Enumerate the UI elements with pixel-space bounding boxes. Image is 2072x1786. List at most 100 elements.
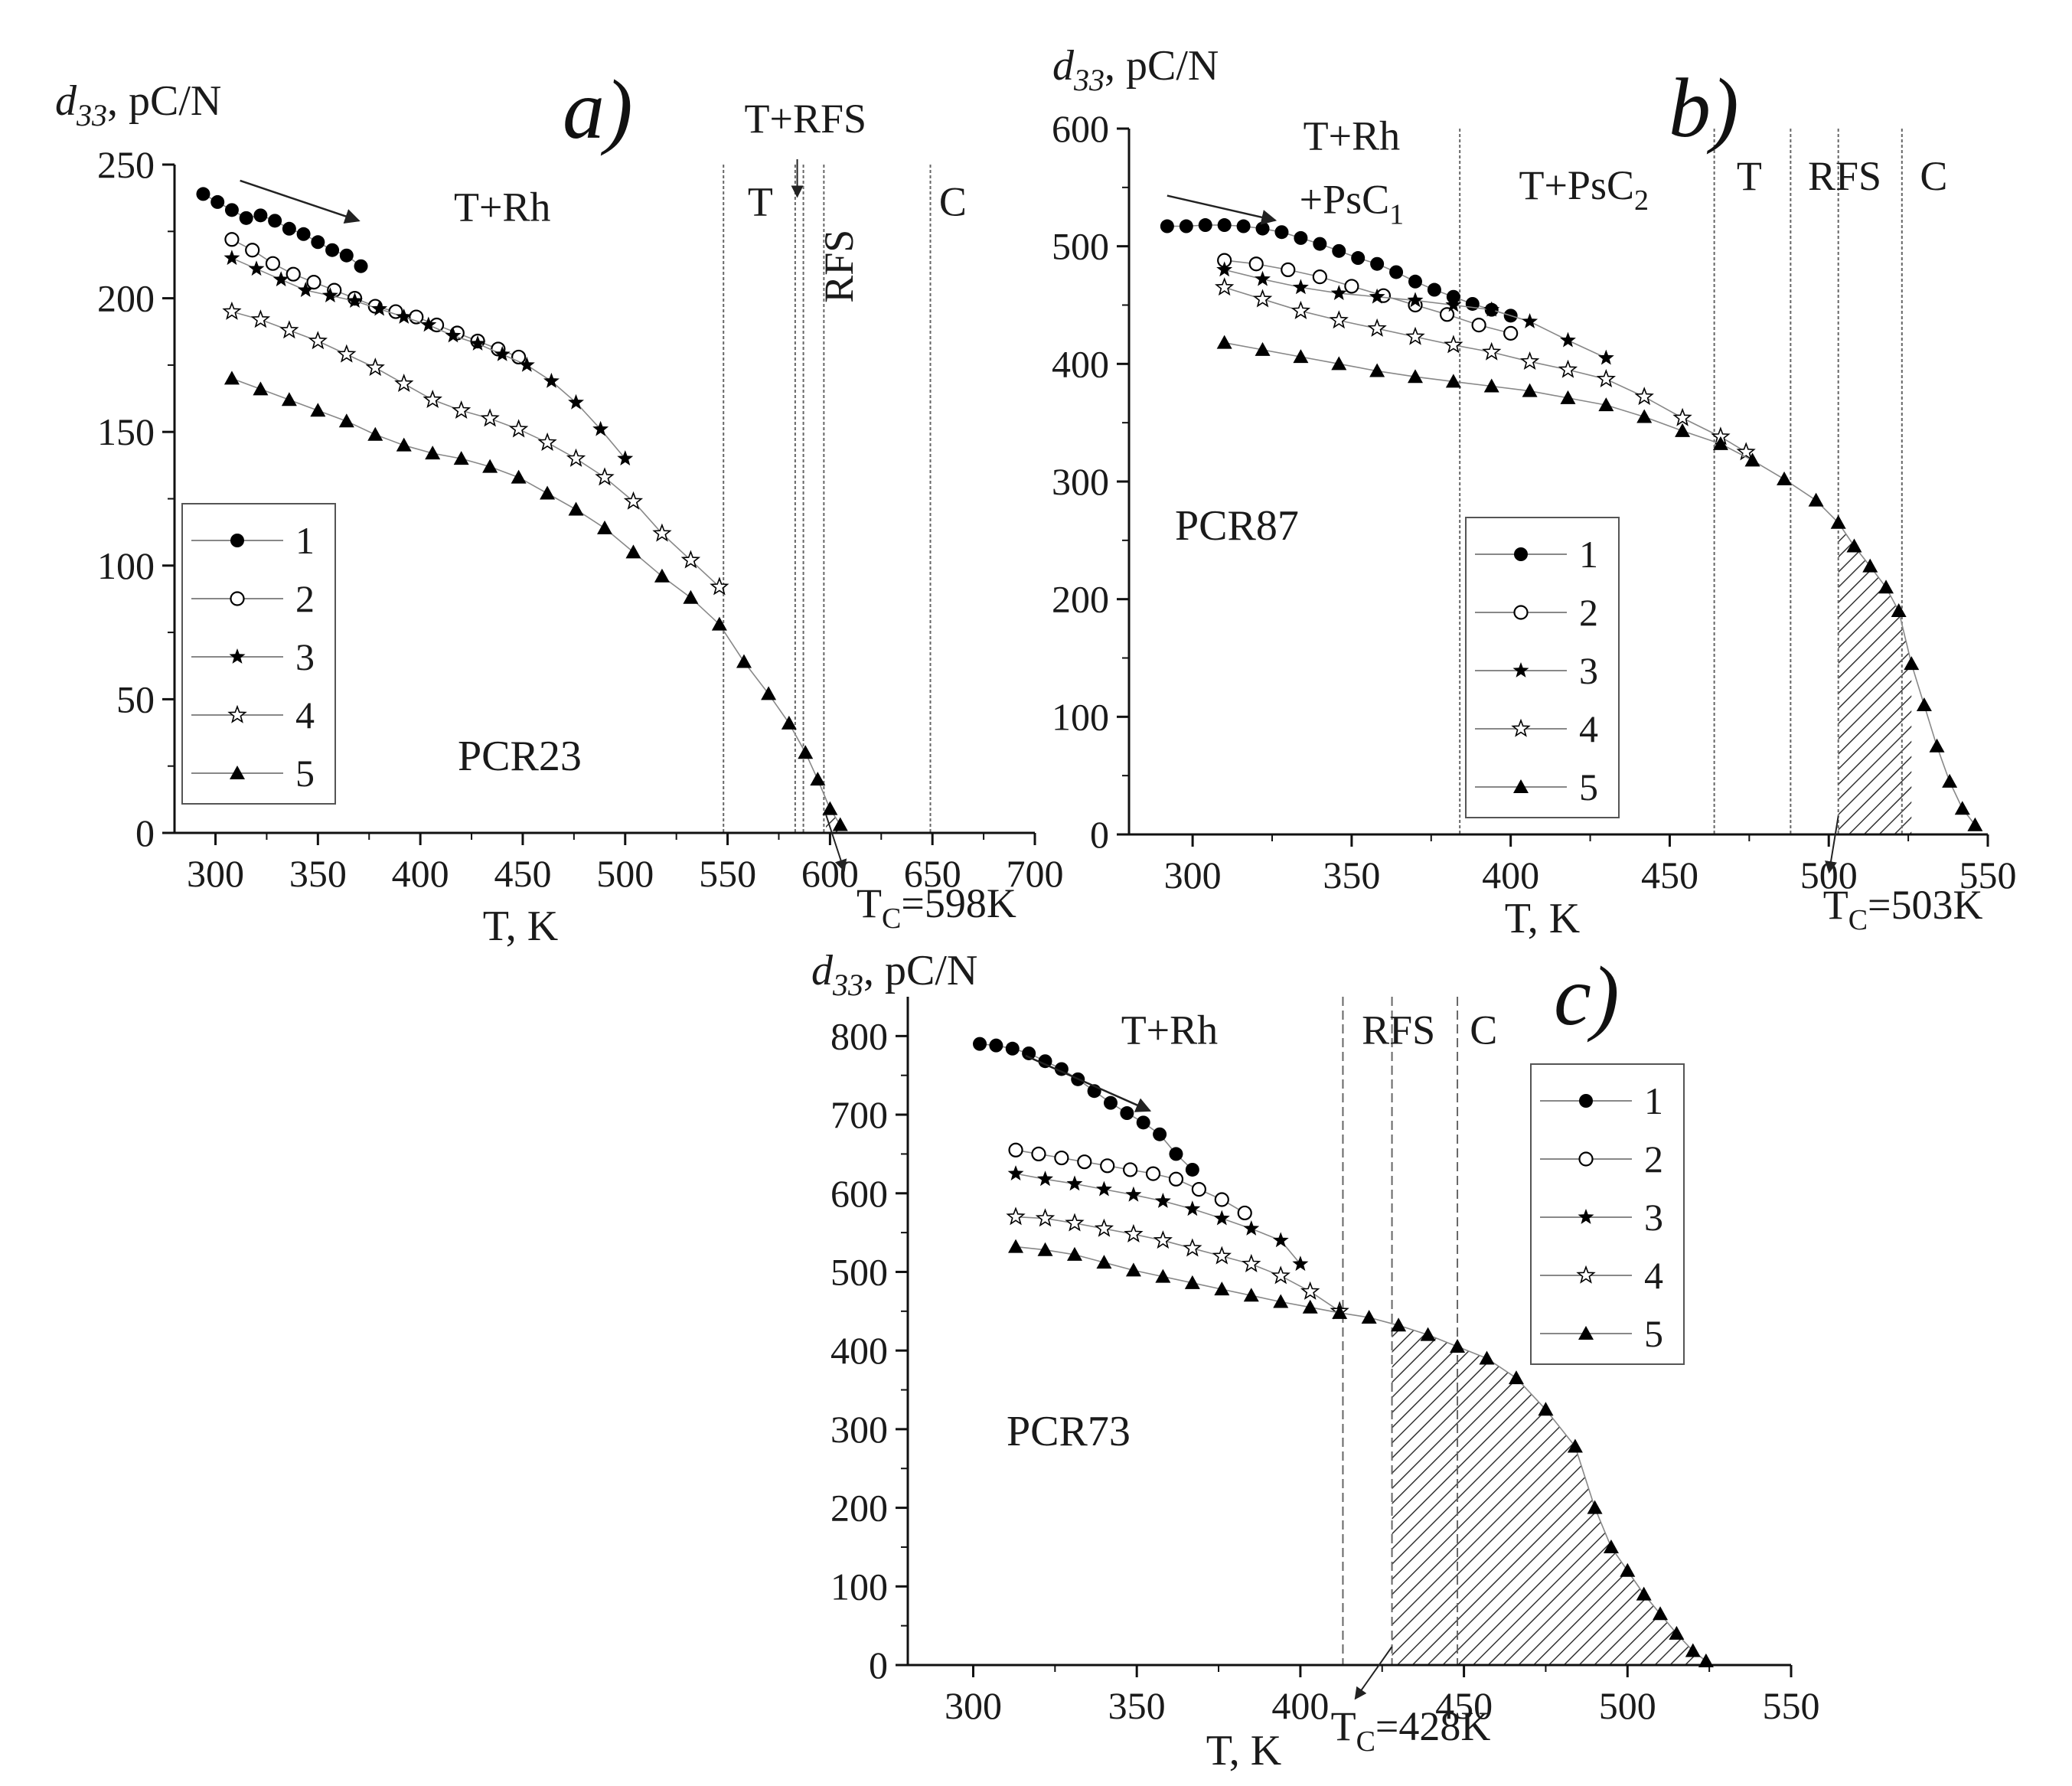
data-point (781, 715, 797, 730)
data-point (652, 523, 672, 542)
data-point (710, 576, 729, 596)
legend-marker (1576, 1265, 1596, 1284)
series-5 (224, 371, 848, 831)
legend-label: 3 (1644, 1196, 1663, 1239)
data-point (597, 520, 612, 534)
series-line (1015, 1173, 1301, 1265)
data-point (761, 686, 777, 700)
data-point (568, 501, 584, 516)
data-point (736, 654, 752, 668)
data-point (832, 817, 848, 831)
data-point (1096, 1255, 1112, 1269)
sample-label-b: PCR87 (1175, 502, 1299, 550)
data-point (1620, 1562, 1636, 1577)
data-point (250, 309, 271, 328)
chart-panel-a: 300 350 400 450 500 550 600 650 700 0 50 100 150 200 2… (55, 63, 1064, 950)
data-point (1302, 1299, 1318, 1314)
data-point (1560, 390, 1576, 404)
legend-c: 1 2 3 4 5 (1530, 1063, 1685, 1365)
x-tick-label: 350 (1323, 854, 1380, 896)
y-tick-label: 400 (1052, 342, 1109, 385)
legend-entry-4: 4 (1540, 1254, 1663, 1297)
data-point (1191, 1182, 1206, 1197)
data-point (1103, 1095, 1118, 1110)
data-point (1066, 1246, 1082, 1261)
data-point (1522, 313, 1539, 328)
data-point (1370, 256, 1385, 271)
data-point (1022, 1046, 1036, 1060)
x-tick-label: 300 (945, 1684, 1002, 1727)
data-point (224, 250, 240, 266)
data-point (1672, 407, 1692, 426)
data-point (1100, 1158, 1115, 1174)
series-2 (1008, 1142, 1252, 1221)
data-point (1634, 387, 1654, 406)
legend-label: 1 (1644, 1079, 1663, 1122)
data-point (1120, 1106, 1134, 1121)
data-point (1214, 1192, 1229, 1207)
data-point (1198, 218, 1212, 233)
y-axis-label-c: d33, pC/N (811, 947, 977, 1002)
data-point (239, 211, 253, 225)
data-point (1272, 1232, 1289, 1248)
data-point (973, 1037, 987, 1051)
series-line (1015, 1246, 1707, 1662)
data-point (354, 259, 368, 273)
data-point (1243, 1220, 1260, 1236)
data-point (1065, 1213, 1085, 1232)
x-tick-label: 450 (1641, 854, 1698, 896)
data-point (1008, 1239, 1024, 1253)
data-point (308, 331, 328, 350)
data-point (1293, 349, 1309, 364)
series-3 (224, 250, 634, 465)
data-point (1124, 1223, 1144, 1242)
phase-label: T+Rh (1121, 1007, 1218, 1053)
data-point (1031, 1146, 1046, 1162)
data-point (1587, 1500, 1603, 1514)
data-point (617, 450, 634, 465)
data-point (1603, 1539, 1619, 1553)
data-point (1243, 1288, 1259, 1302)
data-point (1096, 1180, 1112, 1197)
heating-arrow (1025, 1054, 1152, 1112)
y-tick-label: 300 (830, 1408, 888, 1451)
x-tick-label: 550 (1959, 854, 2017, 896)
phase-label: T+Rh (454, 184, 550, 230)
data-point (592, 420, 609, 436)
data-point (1636, 409, 1653, 423)
y-tick-label: 100 (97, 544, 155, 587)
y-tick-label: 200 (830, 1487, 888, 1530)
data-point (1698, 1653, 1714, 1667)
data-point (1427, 282, 1441, 297)
data-point (337, 344, 357, 363)
data-point (511, 469, 527, 484)
data-point (1445, 296, 1462, 312)
data-point (306, 275, 321, 290)
data-point (1038, 1054, 1052, 1069)
data-point (1252, 289, 1273, 308)
data-point (625, 544, 641, 559)
data-point (1255, 221, 1270, 236)
data-point (1558, 359, 1578, 378)
x-tick-label: 500 (1599, 1684, 1656, 1727)
data-point (1184, 1200, 1201, 1216)
legend-entry-3: 3 (191, 635, 315, 678)
data-point (1389, 265, 1404, 279)
data-point (1567, 1438, 1583, 1453)
legend-entries-a: 1 2 3 4 5 (191, 519, 315, 795)
heating-arrow (240, 179, 361, 224)
panel-label-a: a) (563, 63, 633, 156)
data-point (1560, 331, 1576, 348)
legend-entry-2: 2 (1475, 591, 1598, 634)
data-point (1035, 1208, 1056, 1227)
data-point (1248, 256, 1264, 272)
data-point (595, 467, 615, 486)
x-tick-label: 400 (392, 852, 449, 895)
y-tick-label: 400 (830, 1329, 888, 1372)
data-point (1054, 1150, 1069, 1166)
data-point (196, 187, 210, 201)
data-point (1291, 300, 1311, 319)
data-point (1255, 341, 1271, 356)
data-point (1450, 1339, 1466, 1353)
y-axis-label-a: d33, pC/N (55, 77, 221, 132)
